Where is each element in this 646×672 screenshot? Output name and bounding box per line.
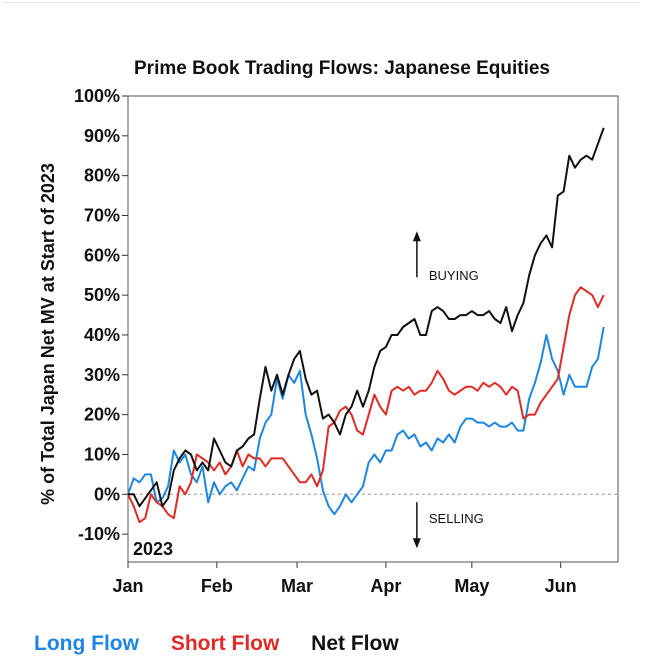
top-divider bbox=[4, 2, 640, 3]
y-tick-label: 30% bbox=[84, 365, 120, 385]
x-tick-label: Jan bbox=[112, 576, 143, 596]
x-tick-label: May bbox=[454, 576, 489, 596]
x-tick-label: Feb bbox=[201, 576, 233, 596]
y-axis-label: % of Total Japan Net MV at Start of 2023 bbox=[38, 163, 58, 505]
series-line-long-flow bbox=[127, 326, 605, 516]
y-tick-label: 40% bbox=[84, 325, 120, 345]
y-tick-label: -10% bbox=[78, 524, 120, 544]
legend: Long Flow Short Flow Net Flow bbox=[34, 632, 425, 656]
y-tick-label: 80% bbox=[84, 166, 120, 186]
annotation-buying: BUYING bbox=[429, 268, 479, 283]
x-axis: Jan Feb Mar Apr May Jun bbox=[112, 562, 577, 596]
selling-arrowhead bbox=[412, 538, 421, 549]
x-tick-label: Apr bbox=[370, 576, 401, 596]
y-axis: 100% 90% 80% 70% 60% 50% 40% 30% 20% 10% 0% -10% bbox=[74, 86, 128, 544]
x-tick-label: Mar bbox=[281, 576, 313, 596]
plot-frame bbox=[127, 95, 619, 563]
y-tick-label: 70% bbox=[84, 205, 120, 225]
chart-title: Prime Book Trading Flows: Japanese Equit… bbox=[134, 58, 550, 79]
y-tick-label: 10% bbox=[84, 444, 120, 464]
y-tick-label: 60% bbox=[84, 245, 120, 265]
y-tick-label: 0% bbox=[94, 484, 120, 504]
series-line-net-flow bbox=[128, 127, 605, 508]
series-lines bbox=[127, 127, 605, 524]
buying-arrowhead bbox=[412, 231, 421, 242]
y-tick-label: 20% bbox=[84, 405, 120, 425]
y-tick-label: 90% bbox=[84, 126, 120, 146]
annotation-selling: SELLING bbox=[429, 511, 484, 526]
y-tick-label: 50% bbox=[84, 285, 120, 305]
annotations: BUYING SELLING bbox=[412, 231, 484, 549]
y-tick-label: 100% bbox=[74, 86, 120, 106]
legend-net-flow: Net Flow bbox=[311, 632, 399, 655]
x-tick-label: Jun bbox=[545, 576, 577, 596]
legend-long-flow: Long Flow bbox=[34, 632, 139, 655]
year-label: 2023 bbox=[133, 539, 173, 559]
line-chart: Prime Book Trading Flows: Japanese Equit… bbox=[38, 58, 619, 596]
legend-short-flow: Short Flow bbox=[170, 632, 280, 655]
series-line-short-flow bbox=[127, 286, 605, 524]
